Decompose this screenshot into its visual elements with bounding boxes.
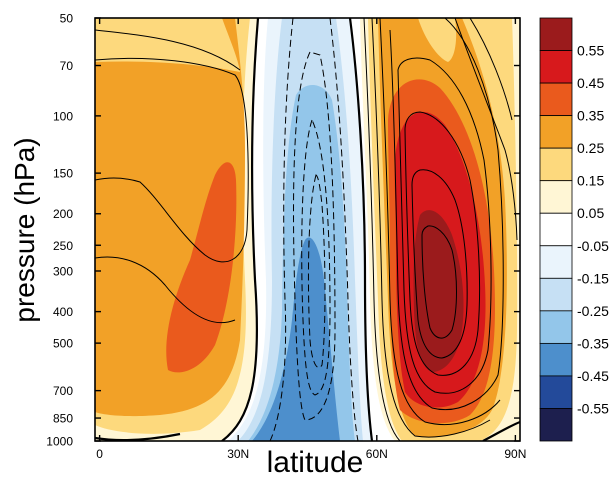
- fill-region-0.35: [166, 162, 237, 373]
- negative-contour-1: [269, 18, 294, 441]
- colorbar-label: 0.15: [577, 173, 604, 189]
- colorbar-label: 0.55: [577, 43, 604, 59]
- y-tick-label: 700: [53, 384, 73, 398]
- colorbar-label: -0.45: [577, 368, 609, 384]
- negative-contour-3: [293, 51, 336, 421]
- y-tick-label: 100: [53, 109, 73, 123]
- positive-contour-right-5: [397, 57, 492, 394]
- y-tick-label: 50: [60, 12, 74, 26]
- colorbar-swatch-9: [539, 310, 573, 344]
- y-tick-label: 250: [53, 239, 73, 253]
- colorbar-swatch-7: [539, 245, 573, 279]
- positive-contour-right-8: [421, 225, 457, 339]
- colorbar-label: 0.05: [577, 205, 604, 221]
- negative-contour-4: [301, 118, 331, 396]
- y-tick-label: 500: [53, 337, 73, 351]
- zero-contour-left: [221, 18, 260, 441]
- positive-contour-right-6: [404, 111, 481, 376]
- positive-contour-right-1: [363, 18, 401, 441]
- y-axis-title: pressure (hPa): [9, 137, 40, 322]
- plot-frame: [94, 17, 521, 442]
- colorbar-label: 0.25: [577, 140, 604, 156]
- colorbar: 0.55 0.45 0.35 0.25 0.15 0.05 -0.05 -0.15 -0.25 -…: [539, 17, 609, 442]
- colorbar-swatch-8: [539, 277, 573, 312]
- positive-contour-left-2: [95, 256, 236, 324]
- y-tick-label: 400: [53, 305, 73, 319]
- fill-region-r-0.15-top: [418, 18, 457, 62]
- positive-contour-right-10: [469, 18, 513, 121]
- x-tick-label: 30N: [227, 447, 249, 461]
- colorbar-swatch-4: [539, 147, 573, 182]
- colorbar-swatch-11: [539, 375, 573, 409]
- y-tick-label: 1000: [46, 435, 73, 449]
- zero-contour-right: [348, 18, 374, 441]
- y-tick-label: 150: [53, 167, 73, 181]
- positive-contour-right-7: [411, 169, 468, 359]
- colorbar-swatch-10: [539, 342, 573, 377]
- y-tick-label: 200: [53, 207, 73, 221]
- colorbar-swatch-12: [539, 408, 573, 442]
- positive-contour-right-4: [389, 18, 504, 410]
- colorbar-label: -0.35: [577, 335, 609, 351]
- positive-contour-left-3: [95, 29, 241, 71]
- zero-contour-bottom-right: [482, 420, 520, 441]
- colorbar-label: 0.45: [577, 75, 604, 91]
- colorbar-swatch-3: [539, 115, 573, 149]
- colorbar-swatch-2: [539, 82, 573, 117]
- x-axis: 0 30N 60N 90N: [96, 18, 526, 461]
- colorbar-swatch-0: [539, 17, 573, 51]
- positive-contour-left-1: [95, 57, 249, 263]
- y-tick-label: 850: [53, 412, 73, 426]
- zero-contour-bottom-left: [95, 432, 181, 441]
- colorbar-swatch-1: [539, 50, 573, 84]
- negative-contour-2: [329, 18, 359, 441]
- colorbar-label: -0.25: [577, 303, 609, 319]
- colorbar-label: 0.35: [577, 108, 604, 124]
- colorbar-swatch-6: [539, 212, 573, 247]
- positive-contour-right-2: [371, 18, 491, 438]
- colorbar-label: -0.55: [577, 400, 609, 416]
- positive-contour-right-3: [379, 18, 501, 426]
- y-tick-label: 70: [60, 59, 74, 73]
- colorbar-label: -0.15: [577, 270, 609, 286]
- x-tick-label: 60N: [366, 447, 388, 461]
- y-tick-label: 300: [53, 264, 73, 278]
- x-axis-title: latitude: [267, 446, 364, 479]
- colorbar-label: -0.05: [577, 238, 609, 254]
- x-tick-label: 0: [96, 447, 103, 461]
- y-axis: 50 70 100 150 200 250 300 400 500 700 850 1000: [46, 12, 520, 449]
- plot-area: [95, 18, 520, 441]
- positive-contour-right-9: [454, 18, 518, 241]
- colorbar-swatch-5: [539, 180, 573, 214]
- negative-contour-5: [307, 174, 326, 369]
- x-tick-label: 90N: [504, 447, 526, 461]
